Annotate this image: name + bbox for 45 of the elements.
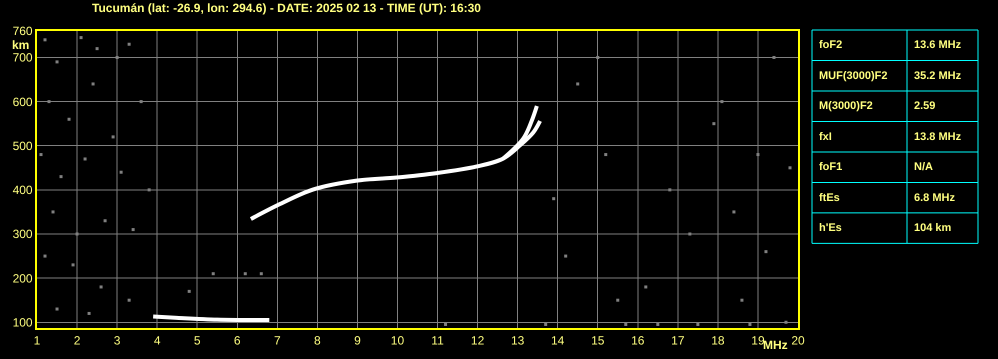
x-tick-label: 4 (154, 333, 161, 348)
text: foF1 (819, 161, 842, 173)
text: 35.2 MHz (914, 70, 962, 82)
text: 13.6 MHz (914, 39, 962, 51)
y-tick-label: 300 (12, 227, 33, 242)
y-tick-label: 760 (12, 24, 33, 38)
x-tick-label: 2 (74, 333, 81, 348)
x-tick-label: 11 (431, 333, 444, 348)
text: N/A (914, 161, 933, 173)
text: h'Es (819, 222, 842, 234)
x-tick-label: 14 (551, 333, 565, 348)
x-tick-label: 15 (591, 333, 605, 348)
x-tick-label: 12 (470, 333, 485, 348)
x-tick-label: 19 (751, 333, 765, 348)
x-tick-label: 18 (711, 333, 725, 348)
text: 6.8 MHz (914, 192, 956, 204)
x-tick-label: 3 (114, 333, 121, 348)
text: 104 km (914, 222, 952, 234)
x-axis-title: MHz (763, 338, 788, 352)
x-tick-label: 9 (354, 333, 362, 348)
x-tick-label: 20 (791, 333, 805, 348)
x-tick-label: 8 (314, 333, 322, 348)
text: MUF(3000)F2 (819, 70, 888, 82)
y-tick-label: 400 (12, 183, 33, 198)
y-tick-label: 100 (12, 315, 33, 330)
x-tick-label: 5 (194, 333, 201, 348)
y-tick-label: 600 (12, 94, 33, 109)
text: foF2 (819, 39, 842, 51)
x-tick-label: 17 (671, 333, 685, 348)
chart-title: Tucumán (lat: -26.9, lon: 294.6) - DATE: 2025 02 13 - TIME (UT): 16:30 (92, 1, 482, 15)
text: 2.59 (914, 100, 936, 112)
y-tick-label: 200 (12, 271, 33, 286)
text: 13.8 MHz (914, 131, 962, 143)
x-tick-label: 16 (631, 333, 645, 348)
y-tick-label: 700 (12, 50, 33, 65)
x-tick-label: 13 (510, 333, 525, 348)
x-tick-label: 6 (234, 333, 241, 348)
text: ftEs (819, 192, 840, 204)
y-tick-label: 500 (12, 138, 33, 153)
text: fxI (819, 131, 832, 143)
x-tick-label: 10 (390, 333, 404, 348)
y-axis-title: km (12, 38, 30, 52)
x-tick-label: 7 (274, 333, 281, 348)
x-tick-label: 1 (34, 333, 41, 348)
text: M(3000)F2 (819, 100, 873, 112)
